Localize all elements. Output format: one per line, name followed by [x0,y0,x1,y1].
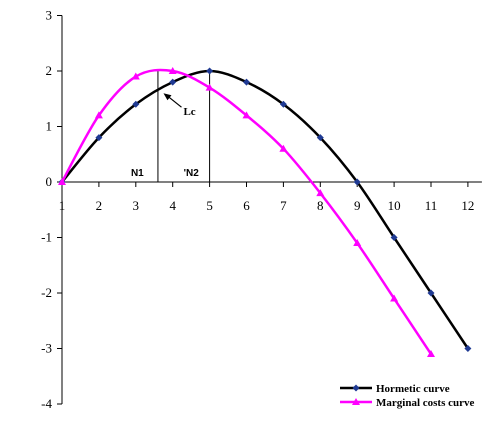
legend: Hormetic curve Marginal costs curve [340,383,474,409]
data-point-diamond [95,134,103,142]
x-tick-label: 6 [243,198,250,213]
data-point-triangle [279,144,288,152]
data-point-diamond [316,134,324,142]
data-point-triangle [427,350,435,358]
data-point-diamond [243,78,250,86]
lc-arrow-head [163,93,172,101]
y-tick-label: 3 [46,8,53,23]
y-tick-label: 2 [46,63,53,78]
x-tick-label: 4 [169,198,176,213]
x-tick-label: 8 [317,198,324,213]
series-hormetic [58,67,472,352]
data-point-triangle [353,239,362,247]
y-tick-label: -4 [41,396,52,411]
y-tick-label: -2 [41,285,52,300]
data-point-triangle [242,111,251,119]
series-layer [58,67,472,358]
y-tick-label: -3 [41,341,52,356]
n1-label: N1 [131,168,144,179]
x-tick-label: 11 [425,198,438,213]
data-point-diamond [390,234,398,241]
series-marginal-costs [58,67,435,358]
data-point-triangle [168,67,177,74]
x-tick-label: 1 [59,198,66,213]
x-tick-label: 5 [206,198,213,213]
x-tick-label: 12 [461,198,474,213]
annotations: N1 'N2 Lc [131,93,199,179]
data-point-diamond [427,289,435,297]
x-tick-label: 9 [354,198,361,213]
y-tick-label: 0 [46,174,53,189]
legend-label: Hormetic curve [376,383,450,395]
data-point-triangle [131,72,140,80]
data-point-triangle [316,189,325,197]
y-tick-label: -1 [41,230,52,245]
data-point-diamond [206,67,214,75]
data-point-diamond [279,100,287,108]
data-point-triangle [390,294,399,302]
series-line [61,69,469,350]
data-point-triangle [94,111,103,119]
legend-marker-diamond [352,384,360,392]
y-tick-label: 1 [46,119,53,134]
n2-label: 'N2 [184,168,200,179]
data-point-triangle [58,178,66,185]
data-point-diamond [132,100,140,108]
data-point-diamond [464,345,472,352]
data-point-diamond [169,78,177,86]
legend-label: Marginal costs curve [376,397,474,409]
x-tick-label: 3 [133,198,140,213]
x-tick-label: 7 [280,198,287,213]
data-point-triangle [205,83,214,91]
lc-label: Lc [183,106,195,118]
x-tick-label: 2 [96,198,103,213]
x-tick-label: 10 [388,198,401,213]
data-point-diamond [353,178,361,186]
legend-marker-triangle [352,398,360,405]
